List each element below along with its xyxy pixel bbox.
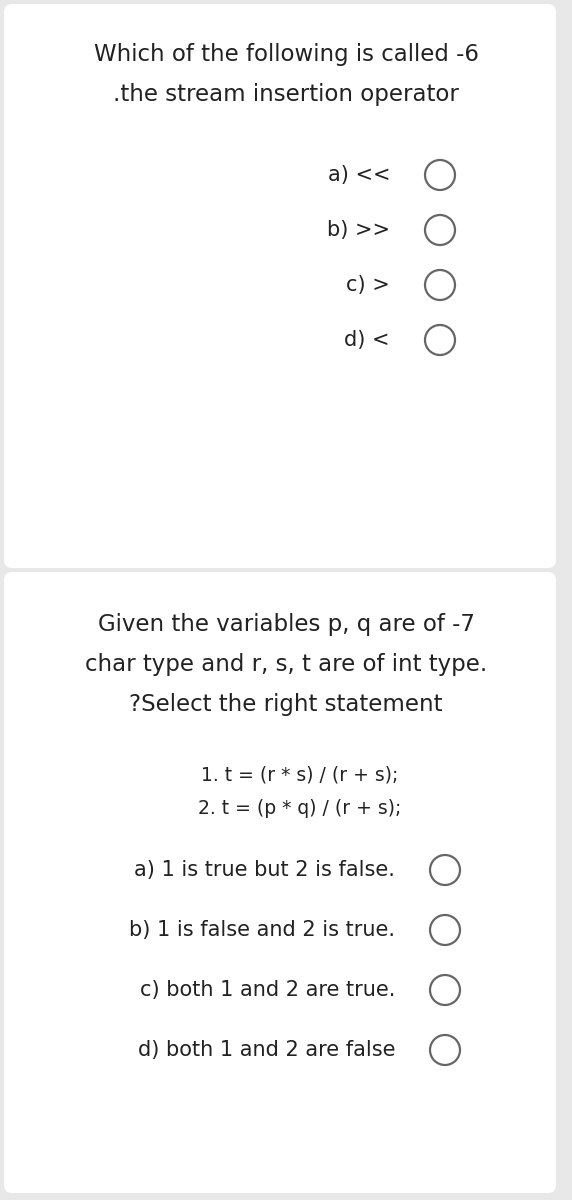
FancyBboxPatch shape <box>4 4 556 568</box>
Text: b) 1 is false and 2 is true.: b) 1 is false and 2 is true. <box>129 920 395 940</box>
Text: d) <: d) < <box>344 330 390 350</box>
Text: Which of the following is called -6: Which of the following is called -6 <box>93 43 479 66</box>
Text: a) 1 is true but 2 is false.: a) 1 is true but 2 is false. <box>134 860 395 880</box>
Text: d) both 1 and 2 are false: d) both 1 and 2 are false <box>137 1040 395 1060</box>
Text: c) both 1 and 2 are true.: c) both 1 and 2 are true. <box>140 980 395 1000</box>
Text: char type and r, s, t are of int type.: char type and r, s, t are of int type. <box>85 654 487 677</box>
Text: Given the variables p, q are of -7: Given the variables p, q are of -7 <box>97 613 475 636</box>
Text: c) >: c) > <box>346 275 390 295</box>
Text: a) <<: a) << <box>328 164 390 185</box>
Text: b) >>: b) >> <box>327 220 390 240</box>
Text: 2. t = (p * q) / (r + s);: 2. t = (p * q) / (r + s); <box>198 798 402 817</box>
FancyBboxPatch shape <box>4 572 556 1193</box>
Text: ?Select the right statement: ?Select the right statement <box>129 694 443 716</box>
Text: .the stream insertion operator: .the stream insertion operator <box>113 84 459 107</box>
Text: 1. t = (r * s) / (r + s);: 1. t = (r * s) / (r + s); <box>201 766 399 785</box>
